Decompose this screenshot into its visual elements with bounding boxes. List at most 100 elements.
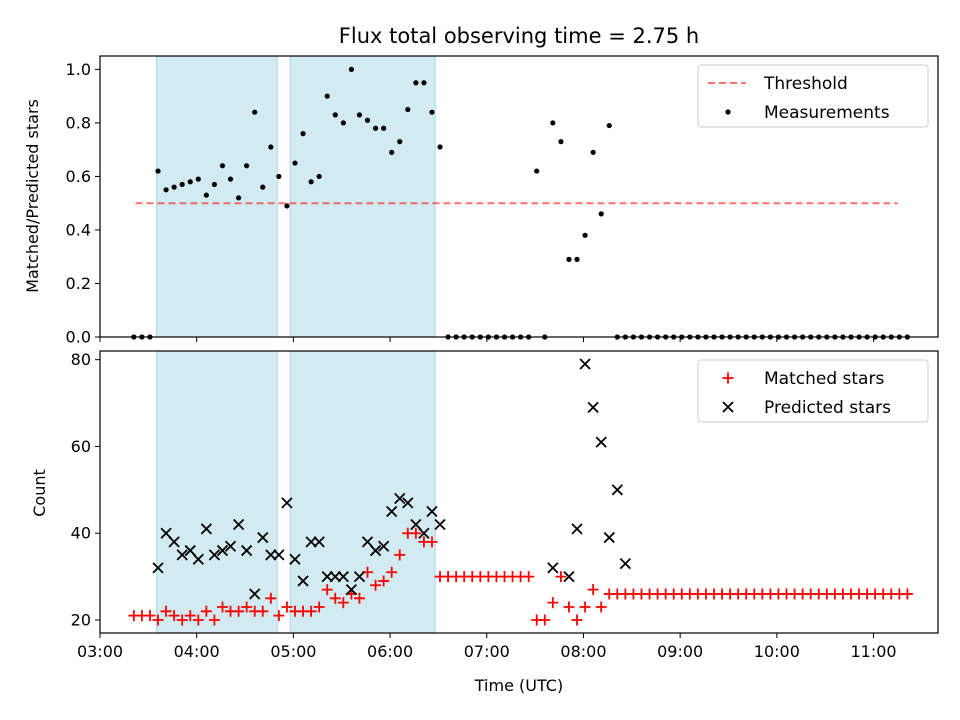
legend-measurement-swatch [725,109,731,115]
ratio-legend: Threshold Measurements [697,64,929,128]
predicted-star-point [232,518,245,531]
predicted-star-point [579,358,591,370]
legend-entry-label: Measurements [764,103,890,123]
y-tick-label: 0.6 [66,167,91,186]
chart-title: Flux total observing time = 2.75 h [339,24,699,48]
y-tick-label: 1.0 [66,60,91,79]
predicted-star-point [394,492,406,505]
predicted-star-point [184,544,196,557]
x-tick-label: 06:00 [367,642,413,661]
measurement-point [381,125,387,131]
matched-star-point [539,614,551,626]
measurement-point [284,203,290,209]
observing-interval-2 [289,350,436,634]
matched-star-point [579,601,591,613]
matched-star-point [595,601,607,613]
legend-box [697,64,929,128]
observing-interval-1 [155,55,278,338]
measurement-point [397,139,403,145]
matched-star-point [370,579,382,591]
measurement-point [179,181,185,188]
predicted-star-point [257,531,269,544]
ratio-x-ticks [99,337,875,342]
count-marks [128,358,913,626]
predicted-star-point [345,583,358,596]
observing-interval-1 [155,350,278,634]
matched-star-point [563,601,575,613]
predicted-star-point [361,536,374,548]
measurement-point [356,112,363,118]
measurement-point [252,109,258,115]
predicted-star-point [410,518,422,531]
measurement-point [268,144,274,150]
measurement-point [155,168,161,174]
matched-star-point [184,610,196,622]
measurement-point [413,80,419,86]
measurement-point [276,173,282,180]
y-tick-label: 40 [71,524,91,543]
x-tick-label: 09:00 [657,642,703,661]
matched-star-point [273,610,285,622]
predicted-star-point [305,536,317,548]
x-tick-label: 08:00 [560,642,606,661]
predicted-star-point [611,484,623,496]
matched-star-point [265,592,277,604]
y-tick-label: 0.2 [66,274,91,293]
measurement-point [437,144,443,150]
predicted-star-point [603,531,615,544]
count-y-axis: 20 40 60 80 [71,350,100,629]
count-x-axis-label: Time (UTC) [474,676,563,695]
matched-star-point [523,571,535,583]
predicted-star-point [337,570,349,583]
x-tick-label: 11:00 [850,642,896,661]
measurement-point [566,256,572,262]
measurement-point [260,184,266,190]
predicted-star-point [329,570,341,583]
matched-star-point [901,588,913,600]
matched-star-point [321,584,333,596]
measurement-point [421,80,427,86]
predicted-star-point [168,536,180,548]
predicted-star-point [563,570,575,583]
x-tick-label: 07:00 [464,642,510,661]
y-tick-label: 0.8 [66,113,91,132]
predicted-star-point [587,401,599,414]
y-tick-label: 80 [71,350,91,369]
predicted-star-point [216,544,229,557]
measurement-point [372,125,379,131]
predicted-star-point [249,588,261,600]
predicted-star-point [353,570,366,583]
observing-interval-2 [289,55,436,338]
ratio-plot-frame [99,55,939,338]
matched-star-point [337,597,349,609]
measurement-point [203,192,209,198]
y-tick-label: 20 [71,610,91,629]
matched-star-point [587,584,599,596]
count-legend: Matched stars Predicted stars [697,359,929,423]
matched-star-point [200,605,212,617]
measurement-point [163,187,169,193]
matched-star-point [176,614,188,626]
measurement-point [558,139,564,145]
legend-entry-label: Predicted stars [764,398,891,418]
predicted-star-point [224,540,237,552]
predicted-star-point [619,557,631,570]
measurement-point [550,120,556,126]
matched-star-point [571,614,583,626]
matched-star-point [216,601,228,613]
measurement-point [574,256,580,262]
predicted-star-point [321,570,333,583]
predicted-star-point [176,549,188,561]
predicted-star-point [152,562,164,574]
measurement-point [171,184,177,190]
matched-star-point [192,614,204,626]
matched-star-point [168,610,180,622]
measurement-point [187,179,193,185]
predicted-star-point [426,505,438,518]
matched-star-point [208,614,220,626]
predicted-star-point [547,562,559,574]
matched-star-point [426,536,438,548]
predicted-star-point [418,527,430,539]
